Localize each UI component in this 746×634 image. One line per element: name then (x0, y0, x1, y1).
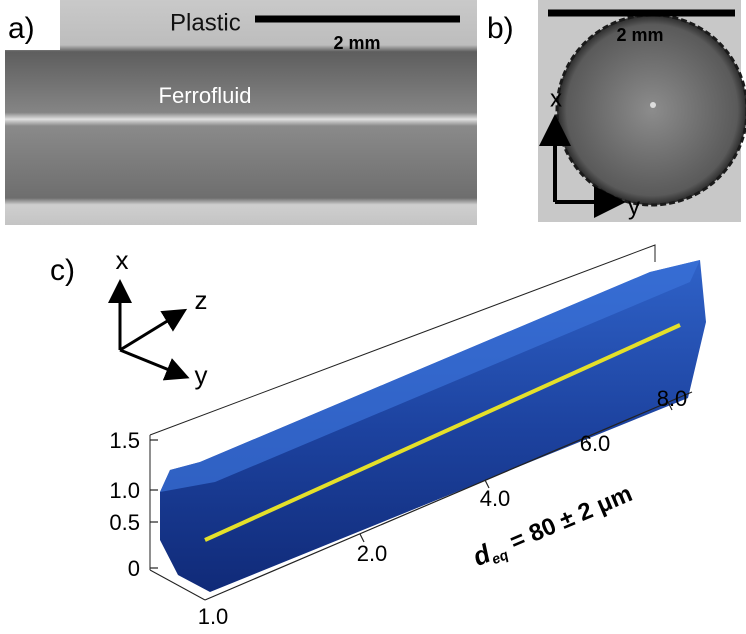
tick-label: 2.0 (357, 541, 388, 566)
ferrofluid-rod (160, 260, 706, 592)
axis-label: x (550, 85, 562, 112)
axis-label: x (116, 245, 129, 275)
plastic-label: Plastic (170, 9, 241, 36)
tick-label: 1.0 (109, 478, 140, 503)
axis-label: y (628, 193, 640, 220)
tick-label: 8.0 (657, 386, 688, 411)
panel-label: b) (487, 12, 514, 45)
scale-bar-label: 2 mm (333, 33, 380, 53)
tick-label: 1.5 (109, 428, 140, 453)
panel-label: c) (50, 254, 75, 287)
tick-label: 6.0 (580, 431, 611, 456)
annotation-text: = 80 ± 2 μm (506, 480, 636, 556)
scale-bar-label: 2 mm (616, 25, 663, 45)
tick-label: 4.0 (480, 486, 511, 511)
tick-label: 1.0 (198, 604, 229, 629)
axis-label: y (195, 360, 208, 390)
figure: a) Plastic 2 mm Ferrofluid b) 2 mm x y c… (0, 0, 746, 634)
tick-label: 0 (128, 556, 140, 581)
tick-label: 0.5 (109, 510, 140, 535)
panel-a-image (5, 0, 477, 225)
axis-arrow (120, 350, 184, 376)
panel-label: a) (8, 12, 35, 45)
axis-arrow (120, 312, 182, 350)
ferrofluid-label: Ferrofluid (159, 83, 252, 108)
center-dot (650, 102, 656, 108)
axis-label: z (195, 285, 208, 315)
